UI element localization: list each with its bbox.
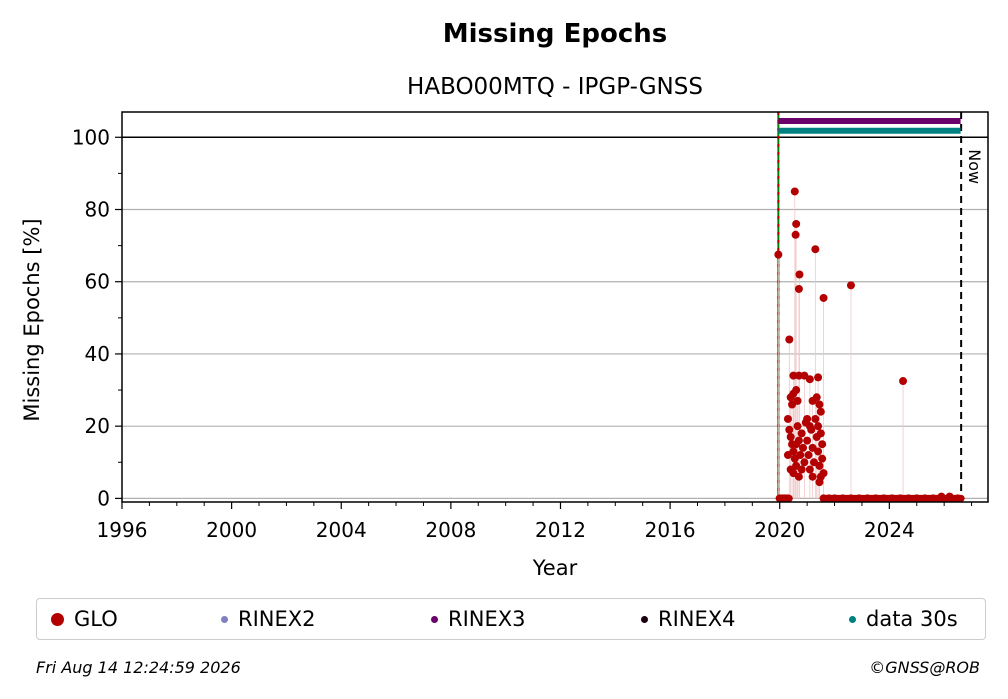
glo-point [819, 293, 828, 302]
y-tick-label: 0 [97, 486, 110, 510]
legend-label-rinex4: RINEX4 [658, 607, 736, 631]
legend-label-rinex2: RINEX2 [238, 607, 316, 631]
legend-item-glo: GLO [51, 599, 118, 639]
glo-point [799, 443, 808, 452]
y-axis: 0 20 40 60 80 100 [72, 125, 122, 510]
y-tick-label: 20 [85, 414, 110, 438]
glo-point [814, 373, 823, 382]
data-marks [774, 112, 965, 503]
glo-point [816, 429, 825, 438]
legend-label-glo: GLO [74, 607, 118, 631]
missing-epochs-chart: Missing Epochs HABO00MTQ - IPGP-GNSS 199… [20, 19, 989, 580]
x-tick-label: 2008 [425, 518, 476, 542]
glo-point [794, 371, 803, 380]
glo-point [815, 400, 824, 409]
glo-point [812, 393, 821, 402]
glo-point [803, 436, 812, 445]
glo-point [785, 335, 794, 344]
y-axis-label: Missing Epochs [%] [20, 218, 44, 421]
now-label: Now [965, 149, 984, 184]
glo-point [818, 454, 827, 463]
glo-point [805, 375, 814, 384]
y-tick-label: 40 [85, 342, 110, 366]
glo-point [800, 458, 809, 467]
x-tick-label: 2004 [316, 518, 367, 542]
glo-point [793, 396, 802, 405]
glo-point [774, 250, 783, 259]
glo-point [792, 219, 801, 228]
glo-point [789, 371, 798, 380]
legend-marker-rinex3 [431, 615, 438, 623]
glo-point [785, 425, 794, 434]
glo-point [791, 230, 800, 239]
glo-point [783, 414, 792, 423]
y-tick-label: 60 [85, 270, 110, 294]
x-tick-label: 2024 [864, 518, 915, 542]
x-axis: 1996 2000 2004 2008 2012 2016 2020 2024 [97, 502, 973, 542]
x-tick-label: 2020 [754, 518, 805, 542]
glo-point [814, 422, 823, 431]
glo-point [811, 414, 820, 423]
glo-point [797, 465, 806, 474]
y-tick-label: 80 [85, 198, 110, 222]
glo-point [794, 284, 803, 293]
glo-point [792, 440, 801, 449]
legend-label-rinex3: RINEX3 [448, 607, 526, 631]
glo-point [811, 245, 820, 254]
glo-point [815, 461, 824, 470]
legend-marker-rinex2 [221, 615, 228, 623]
grid-lines [122, 136, 988, 499]
x-tick-label: 1996 [97, 518, 148, 542]
legend-marker-rinex4 [641, 615, 648, 623]
legend-marker-data-30s [849, 615, 856, 623]
x-tick-label: 2012 [535, 518, 586, 542]
x-tick-label: 2000 [206, 518, 257, 542]
glo-point [803, 414, 812, 423]
y-tick-label: 100 [72, 125, 110, 149]
chart-subtitle: HABO00MTQ - IPGP-GNSS [407, 74, 703, 100]
glo-point [808, 472, 817, 481]
legend: GLO RINEX2 RINEX3 RINEX4 data 30s [36, 598, 986, 640]
glo-point [786, 433, 795, 441]
glo-point [814, 447, 823, 456]
glo-point [792, 386, 801, 395]
footer-credit: ©GNSS@ROB [869, 658, 980, 677]
legend-label-data-30s: data 30s [866, 607, 958, 631]
glo-point [804, 451, 813, 460]
glo-point [818, 440, 827, 449]
legend-item-rinex2: RINEX2 [221, 599, 316, 639]
glo-point [795, 270, 804, 279]
glo-point [846, 281, 855, 290]
glo-point [783, 451, 792, 460]
glo-point [899, 377, 908, 386]
x-tick-label: 2016 [645, 518, 696, 542]
legend-item-data-30s: data 30s [849, 599, 958, 639]
glo-point [805, 465, 814, 474]
glo-point [815, 478, 824, 487]
legend-item-rinex4: RINEX4 [641, 599, 736, 639]
glo-point [794, 472, 803, 481]
glo-point [793, 422, 802, 431]
glo-point [819, 469, 828, 478]
glo-point [790, 187, 799, 196]
glo-point [797, 429, 806, 438]
chart-title: Missing Epochs [443, 19, 667, 49]
glo-point [796, 451, 805, 460]
footer-timestamp: Fri Aug 14 12:24:59 2026 [36, 658, 241, 677]
glo-point [816, 407, 825, 416]
x-axis-label: Year [532, 556, 578, 580]
glo-point [805, 422, 814, 431]
plot-area [121, 111, 989, 503]
legend-item-rinex3: RINEX3 [431, 599, 526, 639]
legend-marker-glo [51, 612, 64, 626]
